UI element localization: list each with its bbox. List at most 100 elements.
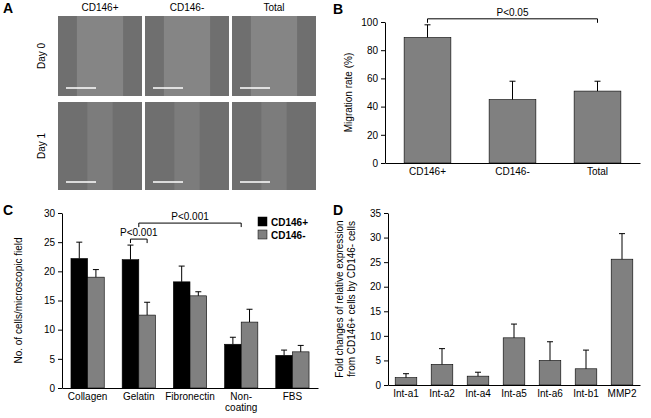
scale-bar [153,87,183,89]
y-tick-mark [384,385,388,386]
y-tick-mark [384,287,388,288]
error-cap [511,324,517,325]
y-tick: 15 [370,306,388,317]
scale-bar [240,181,270,183]
y-tick-mark [58,359,62,360]
y-axis-line [388,214,389,386]
y-axis-title: from CD146+ cells by CD146- cells [346,221,357,377]
error-cap [230,337,236,338]
error-whisker [586,350,587,369]
error-bar [595,81,601,91]
error-cap [547,341,553,342]
error-cap [403,373,409,374]
error-bar [298,345,304,351]
error-cap [425,24,431,25]
x-tick: Int-a6 [537,388,563,399]
x-tick-label: Int-a6 [537,388,563,399]
bar [173,282,190,388]
wound-gap [87,102,112,190]
x-tick-label: CD146- [495,166,529,177]
y-tick: 0 [49,383,62,394]
x-tick: Fibronectin [165,391,214,402]
scale-bar [240,87,270,89]
y-tick-mark [381,163,385,164]
y-tick-label: 0 [375,380,381,391]
error-bar [583,350,589,369]
x-tick-label: Int-a1 [393,388,419,399]
y-tick-mark [58,330,62,331]
bar [503,338,525,385]
x-tick: Int-a5 [501,388,527,399]
legend: CD146+CD146- [258,217,308,241]
error-whisker [130,245,131,260]
error-whisker [181,266,182,282]
plot-marks [404,25,621,163]
micrograph [58,102,142,190]
chart: C051015202530CollagenGelatinFibronectinN… [3,202,319,413]
y-tick: 30 [370,232,388,243]
error-bar [76,242,82,258]
error-bar [179,266,185,282]
y-tick: 10 [370,331,388,342]
y-tick-mark [58,242,62,243]
y-tick-mark [381,50,385,51]
y-tick-mark [384,311,388,312]
error-whisker [284,350,285,355]
bar [404,38,451,163]
legend-swatch [258,230,267,239]
micrograph [145,16,229,96]
wound-gap [251,16,297,96]
x-tick-label: Gelatin [123,391,155,402]
bar [395,378,417,385]
bar [489,100,536,163]
error-bar [195,292,201,296]
error-bar [425,25,431,38]
error-cap [281,350,287,351]
micrograph [145,102,229,190]
error-cap [127,245,133,246]
error-whisker [597,81,598,91]
x-tick: Total [587,166,608,177]
y-tick-label: 0 [372,158,378,169]
x-tick: Int-a2 [429,388,455,399]
y-tick-mark [381,135,385,136]
y-tick-mark [384,360,388,361]
x-tick-label: CD146+ [409,166,446,177]
significance-bracket [139,223,241,227]
y-tick-label: 20 [44,266,56,277]
error-whisker [550,342,551,361]
legend-label: CD146+ [271,217,308,228]
y-tick-mark [58,271,62,272]
bar [539,360,561,385]
error-whisker [249,309,250,322]
y-tick-mark [381,78,385,79]
scale-bar [66,87,96,89]
y-tick-label: 10 [44,324,56,335]
y-tick-label: 15 [370,306,382,317]
y-tick-label: 20 [367,130,379,141]
panel-a: ACD146+CD146-TotalDay 0Day 1 [3,0,316,190]
y-tick-label: 5 [375,355,381,366]
error-bar [475,372,481,376]
x-axis-line [386,163,641,164]
y-tick-label: 5 [49,354,55,365]
column-label: Total [263,2,284,13]
bar [88,277,105,388]
error-cap [583,350,589,351]
y-tick: 35 [370,208,388,219]
x-tick: MMP2 [608,388,637,399]
y-axis: 051015202530 [44,208,63,394]
panel-label: D [333,202,343,218]
y-tick-label: 25 [44,237,56,248]
error-cap [475,372,481,373]
x-axis-line [63,388,319,389]
y-tick-label: 80 [367,45,379,56]
error-whisker [427,25,428,38]
panel-label: C [3,202,13,218]
x-axis: CollagenGelatinFibronectinNon-coatingFBS [63,389,319,414]
error-cap [247,309,253,310]
micrograph [58,16,142,96]
x-tick-label: Non-coating [225,391,257,413]
bar [431,364,453,385]
error-bar [547,342,553,361]
